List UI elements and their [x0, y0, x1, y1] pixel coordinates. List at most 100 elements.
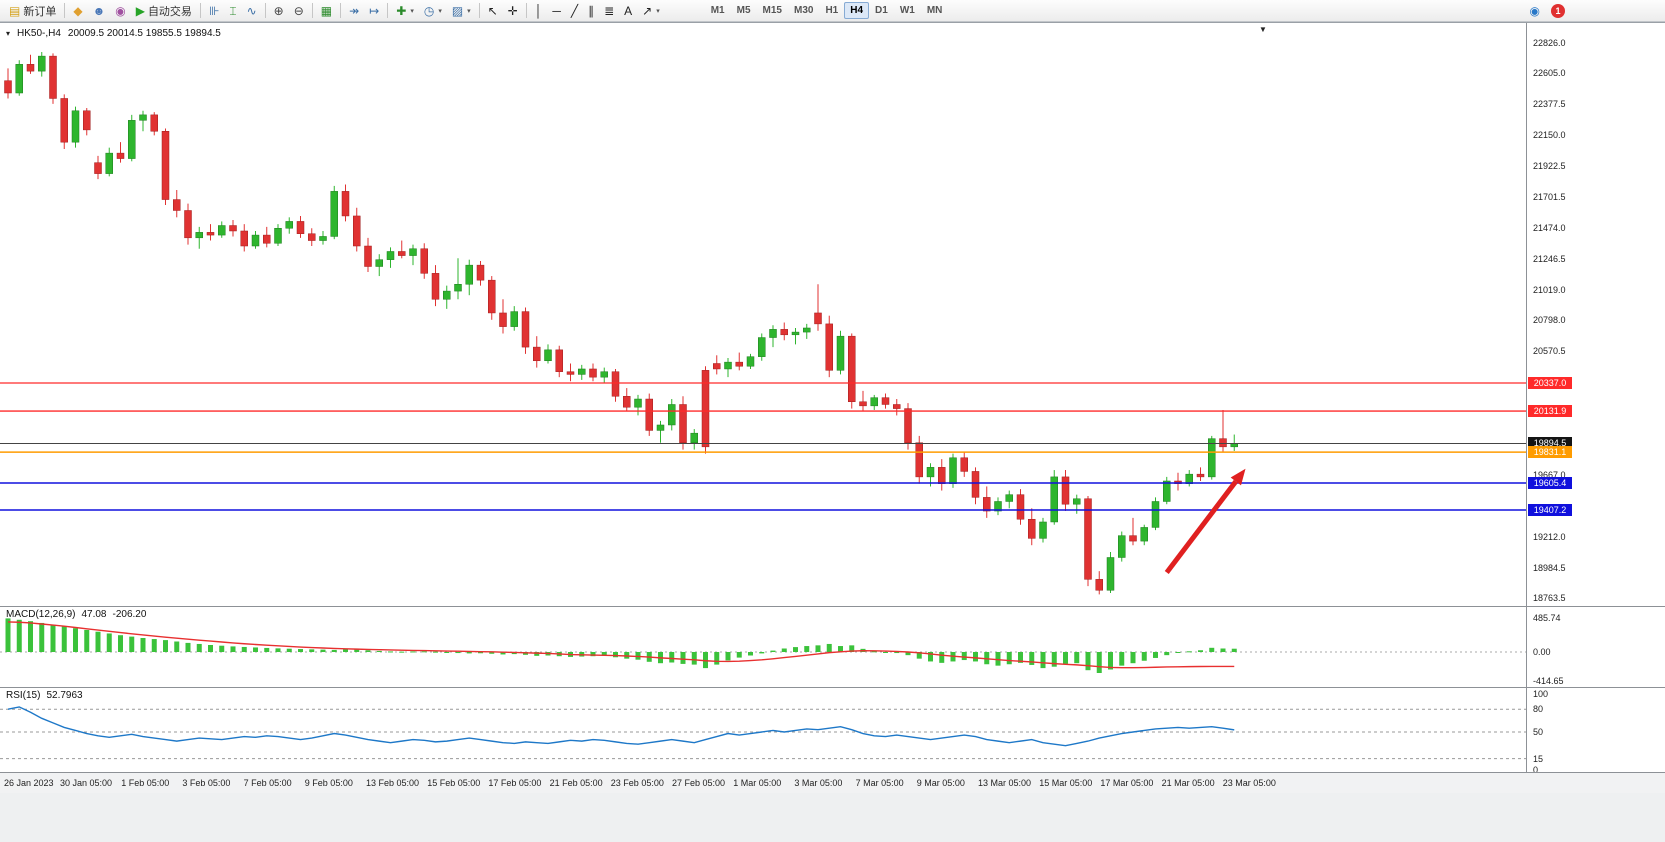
- crosshair-icon[interactable]: ✛: [503, 2, 523, 20]
- bar-chart-type-icon[interactable]: ⊪: [204, 2, 224, 20]
- candle-body: [926, 467, 935, 478]
- timeframe-mn-button[interactable]: MN: [921, 2, 949, 19]
- candle-body: [398, 251, 406, 256]
- terminal-icon[interactable]: ◆: [68, 2, 87, 20]
- periods-icon: ◷: [423, 3, 435, 18]
- text-icon[interactable]: A: [619, 2, 637, 20]
- candle-body: [251, 234, 260, 247]
- macd-bar: [1153, 652, 1158, 658]
- macd-bar: [28, 621, 33, 652]
- price-axis[interactable]: 22826.0 22605.0 22377.5 22150.0 21922.5 21701…: [1526, 23, 1665, 793]
- candle-body: [870, 397, 878, 407]
- terminal-icon: ◆: [73, 3, 83, 18]
- candlestick-type-icon: ⌶: [229, 3, 237, 18]
- new-order-button[interactable]: ▤ 新订单: [4, 2, 61, 20]
- chart-shift-marker-icon[interactable]: ▼: [1259, 25, 1267, 34]
- price-badge: 19831.1: [1528, 446, 1572, 459]
- timeframe-m1-button[interactable]: M1: [705, 2, 731, 19]
- macd-bar: [1051, 652, 1057, 667]
- macd-bar: [343, 649, 348, 652]
- candle-body: [1050, 476, 1058, 523]
- chart-title: ▾ HK50-,H4 20009.5 20014.5 19855.5 19894…: [6, 28, 221, 39]
- macd-signal-value: -206.20: [112, 609, 147, 620]
- candle-body: [105, 152, 113, 174]
- candle-body: [60, 98, 68, 143]
- chart-shift-icon[interactable]: ↦: [364, 2, 384, 20]
- macd-bar: [680, 652, 686, 664]
- macd-bar: [73, 628, 78, 652]
- candlestick-type-icon[interactable]: ⌶: [224, 2, 241, 20]
- panel-divider[interactable]: [0, 687, 1665, 688]
- macd-bar: [725, 652, 731, 661]
- timeframe-m5-button[interactable]: M5: [731, 2, 757, 19]
- rsi-name: RSI(15): [6, 690, 41, 701]
- macd-bar: [905, 652, 911, 656]
- fibonacci-icon[interactable]: ≣: [599, 2, 619, 20]
- candle-body: [139, 114, 147, 121]
- price-tick: 21019.0: [1533, 284, 1566, 295]
- cursor-icon: ↖: [487, 3, 498, 18]
- community-icon[interactable]: ◉: [1525, 2, 1545, 20]
- time-axis[interactable]: 26 Jan 2023 30 Jan 05:00 1 Feb 05:00 3 Feb …: [0, 772, 1665, 793]
- macd-bar: [1006, 652, 1012, 665]
- templates-icon[interactable]: ▨ ▾: [447, 2, 476, 20]
- macd-scale-label: -414.65: [1533, 676, 1564, 687]
- market-watch-icon[interactable]: ☻: [88, 2, 111, 20]
- chart-window[interactable]: ▾ HK50-,H4 20009.5 20014.5 19855.5 19894…: [0, 22, 1665, 793]
- notification-badge[interactable]: 1: [1551, 3, 1565, 18]
- candle-body: [488, 279, 496, 314]
- chevron-down-icon: ▾: [410, 7, 414, 15]
- timeframe-h1-button[interactable]: H1: [819, 2, 844, 19]
- zoom-out-icon[interactable]: ⊖: [289, 2, 309, 20]
- timeframe-d1-button[interactable]: D1: [869, 2, 894, 19]
- candle-body: [904, 408, 912, 443]
- chevron-down-icon[interactable]: ▾: [6, 29, 11, 38]
- periods-icon[interactable]: ◷ ▾: [419, 2, 447, 20]
- bar-chart-type-icon: ⊪: [208, 3, 220, 18]
- timeframe-m15-button[interactable]: M15: [757, 2, 788, 19]
- macd-bar: [185, 642, 191, 652]
- arrows-icon[interactable]: ↗ ▾: [637, 2, 665, 20]
- panel-divider[interactable]: [0, 606, 1665, 607]
- ohlc-values: 20009.5 20014.5 19855.5 19894.5: [67, 28, 221, 39]
- indicators-add-icon[interactable]: ✚ ▾: [391, 2, 419, 20]
- chevron-down-icon: ▾: [467, 7, 471, 15]
- trend-arrow[interactable]: [1164, 479, 1238, 575]
- macd-bar: [1209, 647, 1215, 652]
- candle-body: [679, 404, 687, 443]
- macd-bar: [838, 646, 843, 652]
- candle-body: [758, 337, 766, 357]
- equidistant-channel-icon[interactable]: ∥: [583, 2, 599, 20]
- timeframe-m30-button[interactable]: M30: [788, 2, 819, 19]
- macd-bar: [388, 651, 393, 653]
- timeframe-h4-button[interactable]: H4: [844, 2, 870, 19]
- price-chart-canvas[interactable]: [0, 23, 1526, 793]
- candle-body: [218, 225, 226, 236]
- vertical-line-icon[interactable]: │: [530, 2, 548, 20]
- macd-bar: [1119, 652, 1125, 666]
- candle-body: [308, 233, 316, 241]
- macd-bar: [793, 647, 798, 652]
- navigator-icon[interactable]: ◉: [110, 2, 130, 20]
- macd-bar: [264, 647, 270, 652]
- candle-body: [263, 234, 271, 244]
- macd-bar: [1231, 648, 1237, 652]
- macd-bar: [50, 624, 56, 652]
- line-chart-type-icon[interactable]: ∿: [242, 2, 262, 20]
- trendline-icon[interactable]: ╱: [566, 2, 583, 20]
- macd-bar: [219, 645, 225, 652]
- macd-bar: [804, 646, 810, 652]
- cursor-icon[interactable]: ↖: [483, 2, 503, 20]
- macd-bar: [61, 626, 67, 652]
- horizontal-line-icon[interactable]: ─: [547, 2, 566, 20]
- timeframe-group: M1 M5 M15 M30 H1 H4 D1 W1 MN: [705, 2, 949, 19]
- price-tick: 20570.5: [1533, 346, 1566, 357]
- timeframe-w1-button[interactable]: W1: [894, 2, 921, 19]
- time-label: 3 Feb 05:00: [182, 778, 231, 788]
- auto-scroll-icon[interactable]: ↠: [344, 2, 364, 20]
- tile-windows-icon[interactable]: ▦: [316, 2, 337, 20]
- macd-bar: [376, 650, 382, 652]
- zoom-in-icon[interactable]: ⊕: [269, 2, 289, 20]
- macd-bar: [433, 651, 438, 653]
- auto-trading-button[interactable]: ▶ 自动交易: [131, 2, 197, 20]
